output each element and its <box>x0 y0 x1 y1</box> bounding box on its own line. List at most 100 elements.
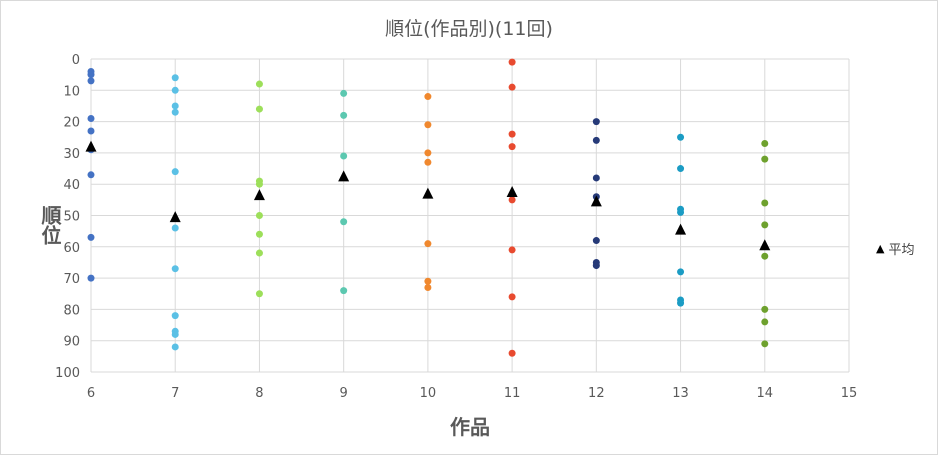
data-point <box>87 171 95 179</box>
data-point <box>171 102 179 110</box>
y-tick-label: 60 <box>63 241 80 256</box>
data-point <box>592 136 600 144</box>
data-point <box>508 130 516 138</box>
data-point <box>255 212 263 219</box>
data-point <box>171 224 179 232</box>
y-axis-title: 順位 <box>38 205 62 245</box>
data-point <box>255 290 263 298</box>
data-point <box>171 74 179 82</box>
data-point <box>340 152 348 160</box>
data-point <box>87 114 95 122</box>
data-point <box>171 343 179 351</box>
data-point <box>87 127 95 135</box>
data-point <box>340 218 348 226</box>
data-point <box>761 155 769 163</box>
data-point <box>761 252 769 260</box>
x-tick-label: 12 <box>588 386 605 401</box>
y-tick-label: 100 <box>55 366 80 381</box>
x-tick-label: 14 <box>757 386 774 401</box>
data-point <box>761 318 769 326</box>
legend: ▲ 平均 <box>876 239 915 258</box>
x-tick-label: 11 <box>504 386 521 401</box>
data-point <box>87 71 95 79</box>
y-tick-label: 0 <box>72 53 80 68</box>
data-point <box>761 140 769 148</box>
x-tick-label: 7 <box>171 386 179 401</box>
data-point <box>677 165 685 173</box>
data-point <box>424 158 432 166</box>
data-point <box>508 58 516 66</box>
y-tick-label: 50 <box>63 210 80 225</box>
data-points <box>87 58 769 357</box>
data-point <box>508 143 516 151</box>
data-point <box>171 265 179 273</box>
y-tick-label: 10 <box>63 84 80 99</box>
data-point <box>761 305 769 313</box>
gridlines <box>90 58 850 373</box>
y-tick-label: 40 <box>63 178 80 193</box>
x-tick-label: 9 <box>340 386 348 401</box>
data-point <box>255 105 263 113</box>
average-marker <box>85 140 97 152</box>
data-point <box>424 121 432 129</box>
data-point <box>171 330 179 338</box>
data-point <box>677 133 685 141</box>
data-point <box>171 86 179 94</box>
data-point <box>424 277 432 285</box>
data-point <box>340 89 348 97</box>
average-marker <box>506 186 518 198</box>
y-tick-label: 20 <box>63 116 80 131</box>
data-point <box>255 80 263 88</box>
data-point <box>87 77 95 85</box>
data-point <box>592 262 600 270</box>
data-point <box>508 83 516 91</box>
x-axis-title: 作品 <box>450 415 490 439</box>
data-point <box>87 274 95 282</box>
y-tick-label: 80 <box>63 303 80 318</box>
data-point <box>677 299 685 307</box>
x-tick-label: 13 <box>672 386 689 401</box>
average-marker <box>590 195 602 207</box>
data-point <box>761 199 769 207</box>
data-point <box>255 230 263 238</box>
data-point <box>424 149 432 157</box>
x-tick-label: 6 <box>87 386 95 401</box>
average-marker <box>422 187 434 199</box>
data-point <box>171 312 179 320</box>
data-point <box>761 221 769 229</box>
y-tick-label: 30 <box>63 147 80 162</box>
data-point <box>677 268 685 276</box>
data-point <box>424 93 432 101</box>
average-marker <box>338 170 350 182</box>
average-marker <box>169 211 181 223</box>
y-tick-label: 90 <box>63 335 80 350</box>
tick-labels: 0 10 20 30 40 50 60 70 80 90 100 6 7 8 9 10 11 12 13 14 15 <box>55 53 857 401</box>
data-point <box>255 249 263 257</box>
data-point <box>340 111 348 119</box>
data-point <box>508 246 516 254</box>
legend-label: 平均 <box>888 242 915 258</box>
x-tick-label: 10 <box>420 386 437 401</box>
data-point <box>592 237 600 245</box>
data-point <box>171 108 179 116</box>
data-point <box>508 196 516 204</box>
data-point <box>592 118 600 126</box>
x-tick-label: 15 <box>841 386 858 401</box>
data-point <box>677 208 685 216</box>
x-tick-label: 8 <box>255 386 263 401</box>
data-point <box>171 168 179 176</box>
data-point <box>761 340 769 348</box>
data-point <box>87 233 95 241</box>
average-markers <box>85 140 771 251</box>
data-point <box>508 349 516 357</box>
data-point <box>340 287 348 295</box>
data-point <box>424 240 432 248</box>
data-point <box>255 180 263 188</box>
average-marker <box>675 223 687 235</box>
y-tick-label: 70 <box>63 272 80 287</box>
data-point <box>424 283 432 291</box>
average-marker <box>253 189 265 201</box>
data-point <box>508 293 516 301</box>
